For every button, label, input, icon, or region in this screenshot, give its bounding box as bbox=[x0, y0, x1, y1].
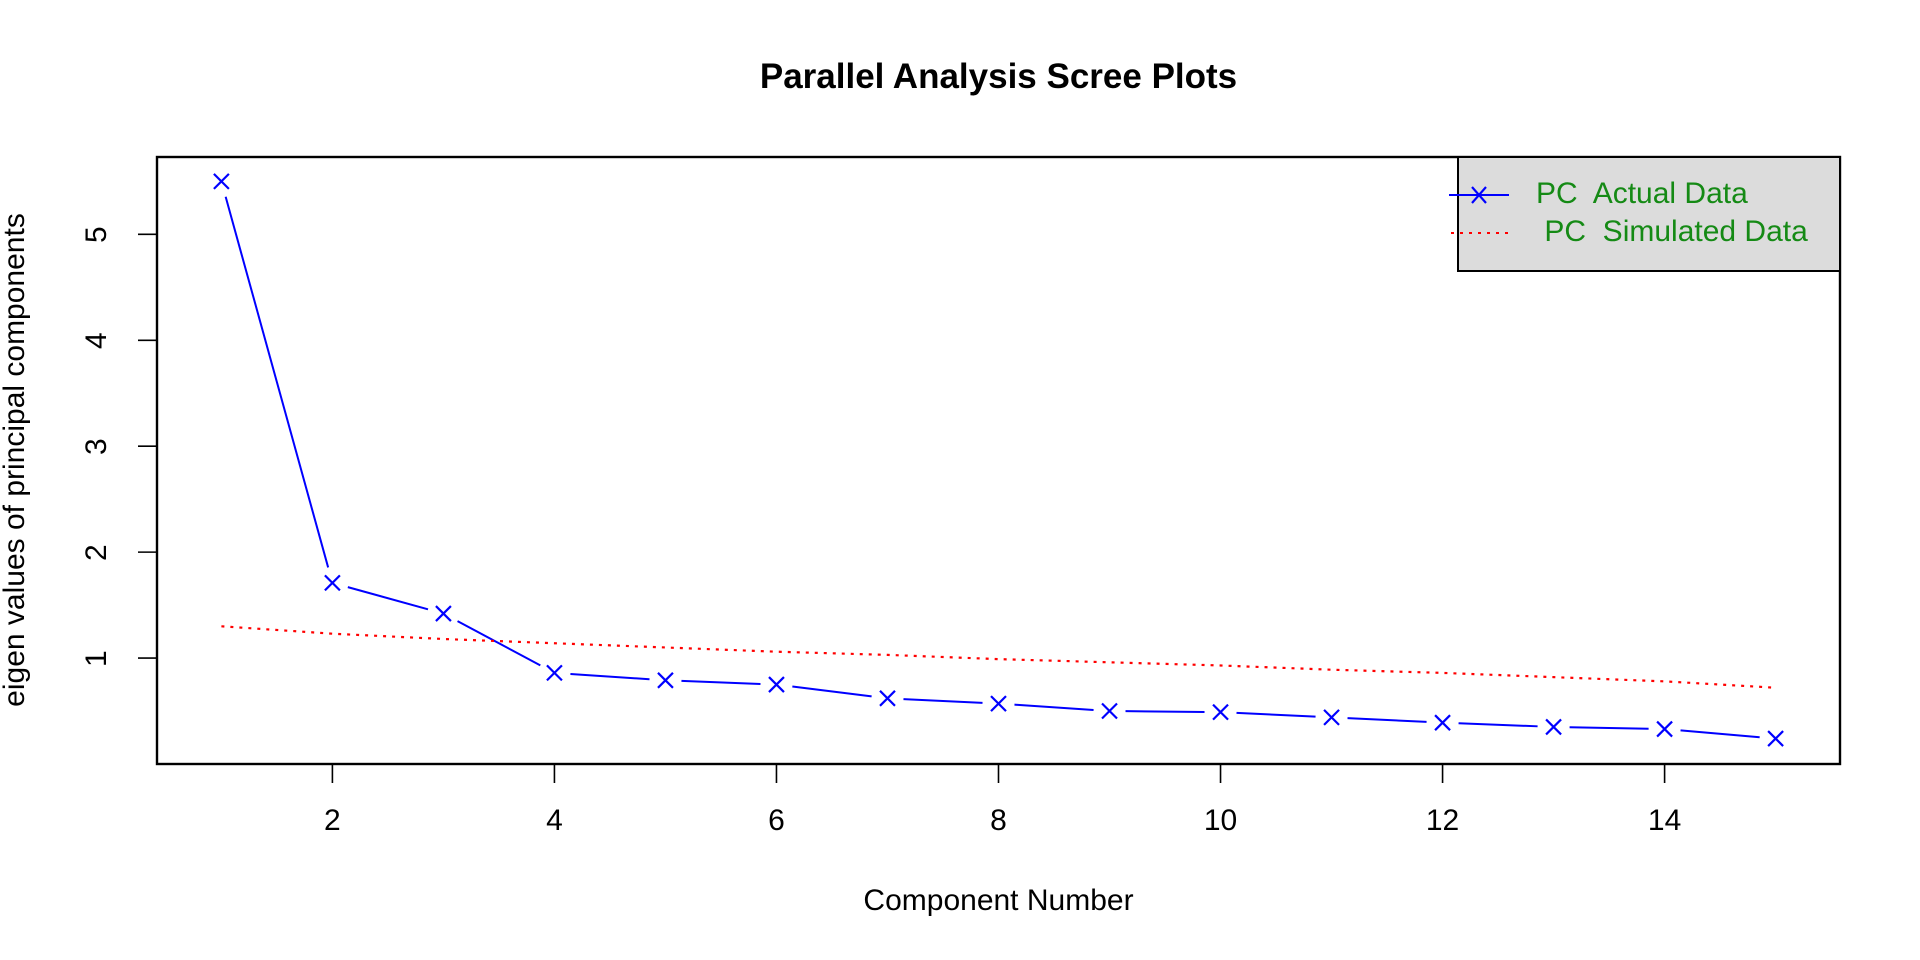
data-point-marker-x-icon bbox=[1212, 703, 1229, 721]
data-point-marker-x-icon bbox=[1434, 714, 1451, 731]
y-axis-label: eigen values of principal components bbox=[0, 213, 31, 707]
data-point-marker-x-icon bbox=[1101, 702, 1118, 720]
legend-label-actual-data: PC Actual Data bbox=[1536, 177, 1748, 210]
data-point-marker-x-icon bbox=[657, 672, 674, 689]
legend-key-actual-data bbox=[1449, 186, 1509, 204]
x-tick-label: 12 bbox=[1425, 804, 1460, 837]
legend: PC Actual Data PC Simulated Data bbox=[1449, 158, 1839, 272]
series-line-segment bbox=[1125, 710, 1205, 713]
data-point-marker-x-icon bbox=[990, 695, 1007, 712]
x-tick-label: 8 bbox=[990, 804, 1007, 837]
series-line-segment bbox=[347, 586, 429, 611]
series-line-segment bbox=[903, 698, 983, 704]
data-point-marker-x-icon bbox=[1545, 718, 1562, 736]
series-line-segment bbox=[1680, 729, 1760, 739]
x-axis-label: Component Number bbox=[863, 884, 1134, 917]
legend-keys bbox=[1449, 186, 1511, 234]
x-tick-label: 14 bbox=[1647, 804, 1682, 837]
series-line-segment bbox=[570, 672, 650, 681]
series-line-segment bbox=[1014, 703, 1094, 711]
chart-title: Parallel Analysis Scree Plots bbox=[759, 57, 1238, 96]
data-point-marker-x-icon bbox=[324, 574, 341, 592]
data-point-marker-x-icon bbox=[879, 690, 896, 707]
series-line-segment bbox=[1569, 726, 1649, 730]
series-line-segment bbox=[792, 685, 872, 698]
data-point-marker-x-icon bbox=[435, 605, 452, 622]
data-point-marker-x-icon bbox=[546, 664, 563, 682]
series-line-segment bbox=[224, 196, 330, 568]
series-line-segment bbox=[681, 679, 761, 685]
data-point-marker-x-icon bbox=[213, 173, 230, 190]
series-line-segment bbox=[457, 620, 541, 667]
x-tick-label: 10 bbox=[1203, 804, 1238, 837]
x-tick-label: 6 bbox=[768, 804, 785, 837]
series-line-segment bbox=[1458, 722, 1538, 728]
data-point-marker-x-icon bbox=[768, 676, 785, 693]
x-tick-label: 2 bbox=[324, 804, 341, 837]
data-point-marker-x-icon bbox=[1767, 730, 1784, 747]
y-tick-label: 1 bbox=[80, 650, 113, 668]
data-point-marker-x-icon bbox=[1656, 720, 1673, 738]
y-tick-label: 4 bbox=[80, 332, 113, 350]
series-line-simulated bbox=[221, 625, 1776, 689]
data-point-marker-x-icon bbox=[1323, 709, 1340, 726]
legend-label-simulated-data: PC Simulated Data bbox=[1536, 215, 1808, 248]
y-tick-label: 5 bbox=[80, 226, 113, 244]
y-tick-label: 2 bbox=[80, 544, 113, 562]
x-tick-label: 4 bbox=[546, 804, 563, 837]
series-line-segment bbox=[1347, 717, 1427, 723]
y-tick-label: 3 bbox=[80, 438, 113, 456]
series-line-segment bbox=[1236, 711, 1316, 718]
